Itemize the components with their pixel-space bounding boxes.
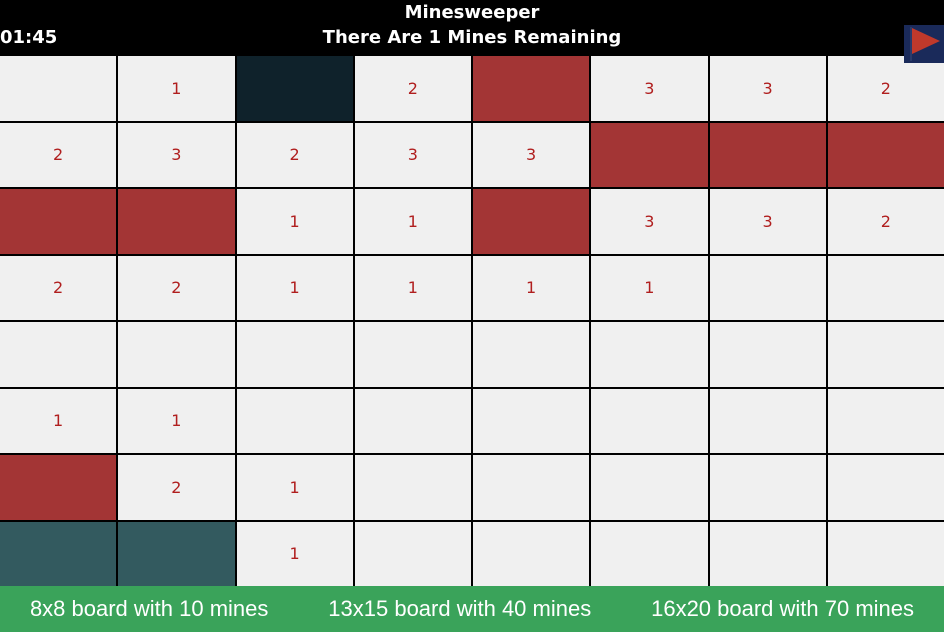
hidden-cell[interactable] xyxy=(236,56,353,121)
revealed-cell[interactable]: 3 xyxy=(709,189,826,254)
revealed-cell[interactable] xyxy=(709,455,826,520)
revealed-cell[interactable] xyxy=(354,521,471,586)
hidden-cell[interactable] xyxy=(0,521,117,586)
timer: 01:45 xyxy=(0,27,58,48)
revealed-cell[interactable] xyxy=(709,255,826,320)
preset-13x15-button[interactable]: 13x15 board with 40 mines xyxy=(328,596,592,621)
revealed-cell[interactable]: 1 xyxy=(236,455,353,520)
preset-8x8-button[interactable]: 8x8 board with 10 mines xyxy=(29,596,269,621)
flagged-cell[interactable] xyxy=(118,189,235,254)
revealed-cell[interactable] xyxy=(354,455,471,520)
board-presets-bar: 8x8 board with 10 mines 13x15 board with… xyxy=(0,586,944,632)
revealed-cell[interactable]: 1 xyxy=(236,521,353,586)
revealed-cell[interactable]: 2 xyxy=(354,56,471,121)
revealed-cell[interactable]: 1 xyxy=(236,255,353,320)
revealed-cell[interactable] xyxy=(827,455,944,520)
mines-remaining-status: There Are 1 Mines Remaining xyxy=(322,27,622,48)
revealed-cell[interactable] xyxy=(709,388,826,453)
revealed-cell[interactable] xyxy=(827,521,944,586)
flagged-cell[interactable] xyxy=(0,455,117,520)
flagged-cell[interactable] xyxy=(473,189,590,254)
revealed-cell[interactable]: 3 xyxy=(473,122,590,187)
revealed-cell[interactable] xyxy=(709,322,826,387)
revealed-cell[interactable] xyxy=(709,521,826,586)
revealed-cell[interactable] xyxy=(827,322,944,387)
revealed-cell[interactable] xyxy=(118,322,235,387)
revealed-cell[interactable]: 3 xyxy=(591,189,708,254)
revealed-cell[interactable] xyxy=(0,322,117,387)
flagged-cell[interactable] xyxy=(591,122,708,187)
flag-mode-button[interactable] xyxy=(904,25,944,63)
revealed-cell[interactable] xyxy=(0,56,117,121)
revealed-cell[interactable]: 1 xyxy=(236,189,353,254)
revealed-cell[interactable] xyxy=(473,322,590,387)
revealed-cell[interactable] xyxy=(354,322,471,387)
revealed-cell[interactable] xyxy=(591,388,708,453)
revealed-cell[interactable]: 1 xyxy=(591,255,708,320)
game-title: Minesweeper xyxy=(404,2,540,23)
flagged-cell[interactable] xyxy=(709,122,826,187)
flagged-cell[interactable] xyxy=(0,189,117,254)
revealed-cell[interactable]: 1 xyxy=(118,56,235,121)
revealed-cell[interactable]: 2 xyxy=(118,255,235,320)
revealed-cell[interactable]: 1 xyxy=(473,255,590,320)
revealed-cell[interactable]: 3 xyxy=(591,56,708,121)
revealed-cell[interactable] xyxy=(473,521,590,586)
revealed-cell[interactable]: 2 xyxy=(0,255,117,320)
revealed-cell[interactable] xyxy=(591,521,708,586)
revealed-cell[interactable]: 2 xyxy=(118,455,235,520)
revealed-cell[interactable] xyxy=(591,455,708,520)
revealed-cell[interactable] xyxy=(827,255,944,320)
preset-16x20-button[interactable]: 16x20 board with 70 mines xyxy=(651,596,915,621)
revealed-cell[interactable]: 3 xyxy=(709,56,826,121)
revealed-cell[interactable]: 2 xyxy=(827,189,944,254)
revealed-cell[interactable]: 2 xyxy=(827,56,944,121)
flagged-cell[interactable] xyxy=(827,122,944,187)
revealed-cell[interactable]: 2 xyxy=(236,122,353,187)
game-header: Minesweeper 01:45 There Are 1 Mines Rema… xyxy=(0,0,944,63)
revealed-cell[interactable]: 3 xyxy=(354,122,471,187)
revealed-cell[interactable]: 3 xyxy=(118,122,235,187)
revealed-cell[interactable] xyxy=(827,388,944,453)
revealed-cell[interactable]: 1 xyxy=(118,388,235,453)
revealed-cell[interactable] xyxy=(354,388,471,453)
revealed-cell[interactable]: 1 xyxy=(354,189,471,254)
revealed-cell[interactable] xyxy=(236,322,353,387)
revealed-cell[interactable] xyxy=(473,455,590,520)
flagged-cell[interactable] xyxy=(473,56,590,121)
revealed-cell[interactable]: 2 xyxy=(0,122,117,187)
hidden-cell[interactable] xyxy=(118,521,235,586)
revealed-cell[interactable]: 1 xyxy=(354,255,471,320)
flag-icon xyxy=(910,27,940,61)
revealed-cell[interactable] xyxy=(473,388,590,453)
revealed-cell[interactable]: 1 xyxy=(0,388,117,453)
revealed-cell[interactable] xyxy=(591,322,708,387)
revealed-cell[interactable] xyxy=(236,388,353,453)
